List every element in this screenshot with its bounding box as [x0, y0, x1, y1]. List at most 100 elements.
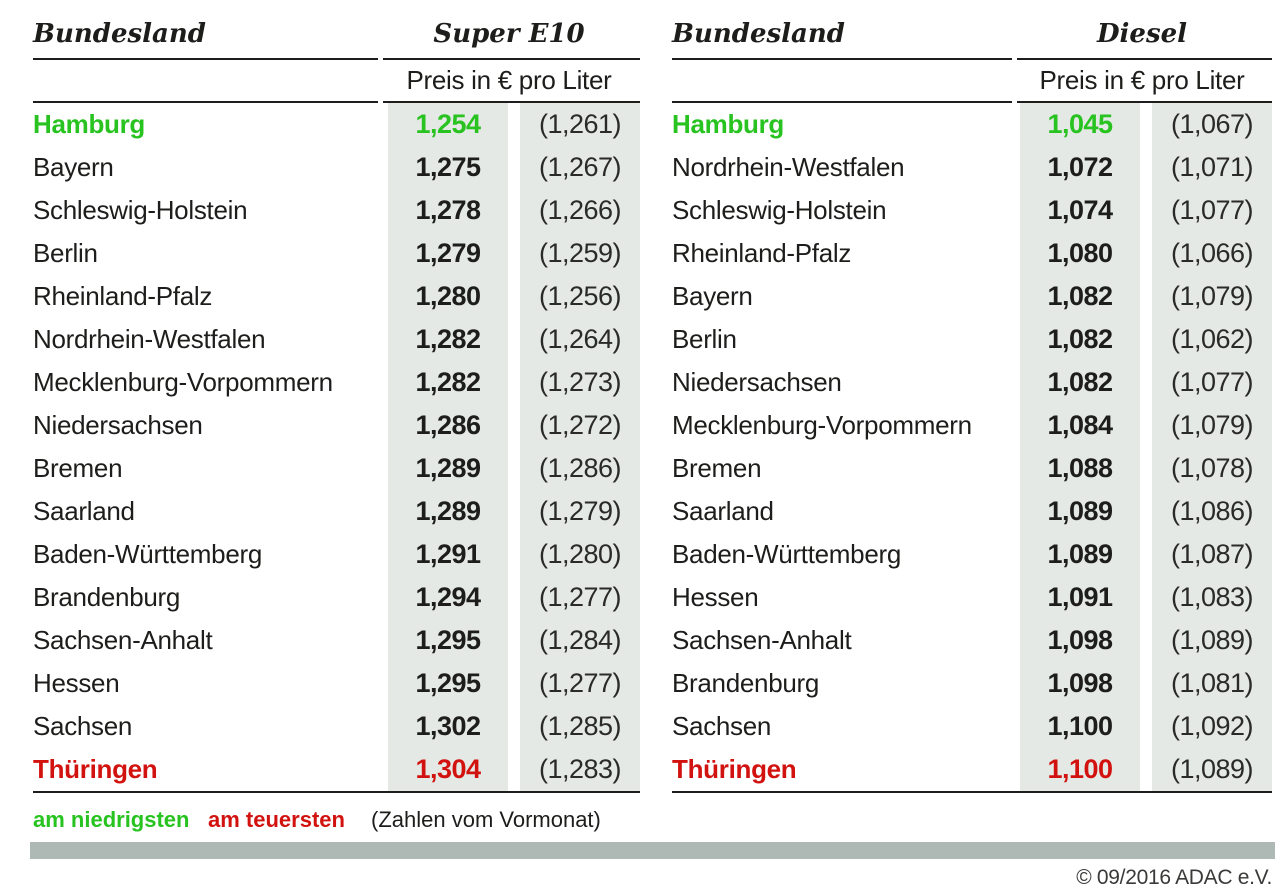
state-name: Bremen: [672, 453, 762, 483]
state-name: Sachsen-Anhalt: [33, 625, 213, 655]
bundesland-header: Bundesland: [672, 19, 845, 49]
price-value: 1,100: [1020, 705, 1140, 748]
super-e10-table: Bundesland Super E10 Preis in € pro Lite…: [33, 10, 640, 793]
price-value: 1,295: [388, 662, 508, 705]
price-value: 1,294: [388, 576, 508, 619]
price-value: 1,089: [1020, 490, 1140, 533]
price-value: 1,082: [1020, 318, 1140, 361]
unit-header-row: Preis in € pro Liter: [672, 60, 1272, 101]
state-name: Sachsen-Anhalt: [672, 625, 852, 655]
state-name: Saarland: [672, 496, 774, 526]
table-header-row: Bundesland Super E10: [33, 10, 640, 58]
price-value: 1,254: [388, 103, 508, 146]
previous-month-value: (1,077): [1152, 189, 1272, 232]
state-name: Niedersachsen: [672, 367, 842, 397]
price-value: 1,084: [1020, 404, 1140, 447]
column-gap: [1140, 447, 1152, 490]
state-name: Rheinland-Pfalz: [672, 238, 852, 268]
column-gap: [1140, 404, 1152, 447]
state-name: Rheinland-Pfalz: [33, 281, 213, 311]
state-name: Baden-Württemberg: [672, 539, 902, 569]
state-name: Berlin: [672, 324, 737, 354]
previous-month-value: (1,277): [520, 576, 640, 619]
price-value: 1,289: [388, 490, 508, 533]
previous-month-value: (1,283): [520, 748, 640, 791]
previous-month-value: (1,266): [520, 189, 640, 232]
table-row: Saarland 1,089 (1,086): [672, 490, 1272, 533]
column-gap: [508, 275, 520, 318]
state-name: Bremen: [33, 453, 123, 483]
previous-month-value: (1,079): [1152, 275, 1272, 318]
table-body: Hamburg 1,254 (1,261) Bayern 1,275 (1,267) Sch…: [33, 103, 640, 791]
column-gap: [1140, 146, 1152, 189]
state-name: Mecklenburg-Vorpommern: [672, 410, 972, 440]
price-value: 1,291: [388, 533, 508, 576]
table-header-row: Bundesland Diesel: [672, 10, 1272, 58]
table-row: Mecklenburg-Vorpommern 1,282 (1,273): [33, 361, 640, 404]
previous-month-value: (1,087): [1152, 533, 1272, 576]
state-name: Schleswig-Holstein: [672, 195, 887, 225]
column-gap: [508, 447, 520, 490]
previous-month-value: (1,256): [520, 275, 640, 318]
state-name: Baden-Württemberg: [33, 539, 263, 569]
column-gap: [1140, 361, 1152, 404]
divider-bar: [30, 842, 1275, 859]
tables-container: Bundesland Super E10 Preis in € pro Lite…: [33, 10, 1272, 793]
previous-month-value: (1,286): [520, 447, 640, 490]
table-row: Schleswig-Holstein 1,074 (1,077): [672, 189, 1272, 232]
table-row: Hamburg 1,045 (1,067): [672, 103, 1272, 146]
previous-month-value: (1,284): [520, 619, 640, 662]
price-value: 1,074: [1020, 189, 1140, 232]
previous-month-value: (1,067): [1152, 103, 1272, 146]
price-value: 1,286: [388, 404, 508, 447]
previous-month-value: (1,089): [1152, 619, 1272, 662]
table-body: Hamburg 1,045 (1,067) Nordrhein-Westfalen 1,…: [672, 103, 1272, 791]
state-name: Hamburg: [33, 109, 146, 139]
column-gap: [1140, 275, 1152, 318]
table-bottom-divider: [33, 791, 640, 793]
previous-month-value: (1,071): [1152, 146, 1272, 189]
copyright-text: © 09/2016 ADAC e.V.: [1076, 866, 1272, 889]
column-gap: [508, 189, 520, 232]
column-gap: [508, 619, 520, 662]
table-row: Thüringen 1,100 (1,089): [672, 748, 1272, 791]
price-value: 1,091: [1020, 576, 1140, 619]
column-gap: [508, 705, 520, 748]
table-row: Hamburg 1,254 (1,261): [33, 103, 640, 146]
column-gap: [1140, 619, 1152, 662]
column-gap: [508, 103, 520, 146]
column-gap: [508, 361, 520, 404]
legend-note: (Zahlen vom Vormonat): [371, 807, 601, 832]
table-row: Nordrhein-Westfalen 1,282 (1,264): [33, 318, 640, 361]
previous-month-value: (1,259): [520, 232, 640, 275]
state-name: Thüringen: [672, 754, 797, 784]
state-name: Thüringen: [33, 754, 158, 784]
previous-month-value: (1,272): [520, 404, 640, 447]
column-gap: [1140, 318, 1152, 361]
state-name: Bayern: [672, 281, 753, 311]
table-row: Baden-Württemberg 1,291 (1,280): [33, 533, 640, 576]
previous-month-value: (1,062): [1152, 318, 1272, 361]
table-row: Niedersachsen 1,286 (1,272): [33, 404, 640, 447]
table-row: Brandenburg 1,294 (1,277): [33, 576, 640, 619]
state-name: Hamburg: [672, 109, 785, 139]
state-name: Hessen: [33, 668, 120, 698]
price-value: 1,045: [1020, 103, 1140, 146]
unit-header-row: Preis in € pro Liter: [33, 60, 640, 101]
table-row: Sachsen-Anhalt 1,098 (1,089): [672, 619, 1272, 662]
column-gap: [1140, 490, 1152, 533]
price-value: 1,304: [388, 748, 508, 791]
price-value: 1,275: [388, 146, 508, 189]
price-value: 1,072: [1020, 146, 1140, 189]
unit-header: Preis in € pro Liter: [406, 65, 612, 95]
state-name: Nordrhein-Westfalen: [33, 324, 266, 354]
diesel-table: Bundesland Diesel Preis in € pro Liter H…: [672, 10, 1272, 793]
bundesland-header: Bundesland: [33, 19, 206, 49]
table-row: Thüringen 1,304 (1,283): [33, 748, 640, 791]
state-name: Brandenburg: [33, 582, 181, 612]
column-gap: [1140, 662, 1152, 705]
fuel-type-header: Super E10: [433, 19, 585, 49]
table-row: Sachsen-Anhalt 1,295 (1,284): [33, 619, 640, 662]
subheader-divider: [672, 101, 1272, 103]
price-value: 1,279: [388, 232, 508, 275]
